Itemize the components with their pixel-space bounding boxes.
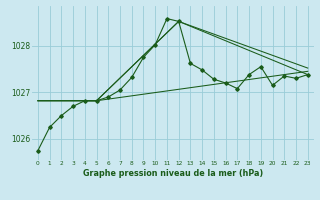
X-axis label: Graphe pression niveau de la mer (hPa): Graphe pression niveau de la mer (hPa) — [83, 169, 263, 178]
